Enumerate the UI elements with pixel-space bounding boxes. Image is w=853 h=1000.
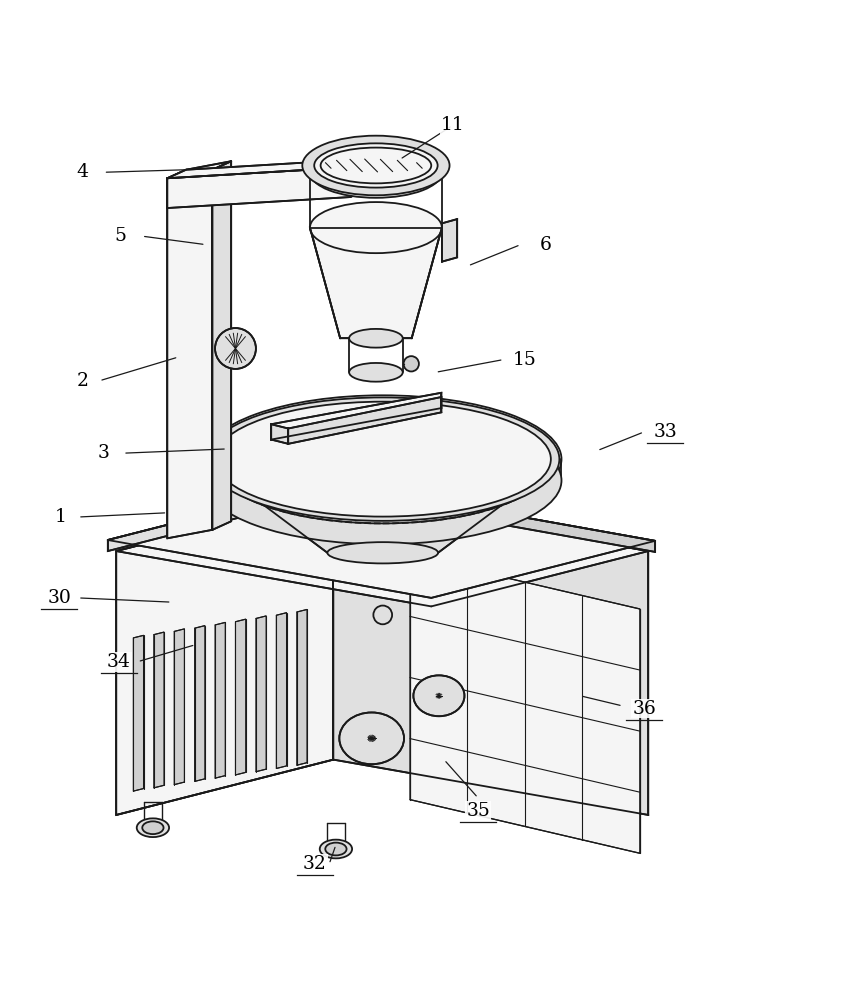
Ellipse shape: [142, 821, 164, 834]
Text: 30: 30: [47, 589, 71, 607]
Text: 34: 34: [107, 653, 131, 671]
Polygon shape: [409, 555, 639, 853]
Ellipse shape: [204, 417, 560, 544]
Polygon shape: [167, 170, 212, 538]
Text: 36: 36: [631, 700, 655, 718]
Ellipse shape: [413, 675, 464, 716]
Ellipse shape: [349, 363, 403, 382]
Polygon shape: [350, 159, 368, 197]
Text: 6: 6: [540, 236, 551, 254]
Text: 1: 1: [55, 508, 67, 526]
Polygon shape: [235, 619, 246, 775]
Polygon shape: [167, 161, 231, 178]
Polygon shape: [116, 496, 647, 606]
Polygon shape: [133, 635, 143, 791]
Ellipse shape: [403, 356, 419, 371]
Ellipse shape: [302, 136, 449, 195]
Polygon shape: [441, 219, 456, 262]
Polygon shape: [215, 622, 225, 778]
Text: 2: 2: [76, 372, 88, 390]
Text: 4: 4: [76, 163, 88, 181]
Polygon shape: [174, 629, 184, 785]
Polygon shape: [271, 393, 441, 440]
Text: 32: 32: [302, 855, 326, 873]
Ellipse shape: [310, 147, 441, 198]
Polygon shape: [212, 161, 231, 530]
Polygon shape: [167, 159, 368, 178]
Text: 35: 35: [466, 802, 490, 820]
Text: 3: 3: [97, 444, 109, 462]
Polygon shape: [271, 424, 288, 444]
Ellipse shape: [325, 843, 346, 855]
Text: 5: 5: [114, 227, 126, 245]
Polygon shape: [194, 626, 205, 781]
Ellipse shape: [215, 328, 256, 369]
Polygon shape: [288, 397, 441, 444]
Ellipse shape: [310, 202, 441, 253]
Polygon shape: [154, 632, 164, 788]
Polygon shape: [296, 609, 306, 765]
Polygon shape: [116, 496, 333, 815]
Ellipse shape: [214, 402, 550, 517]
Polygon shape: [331, 483, 654, 552]
Text: 15: 15: [513, 351, 537, 369]
Polygon shape: [310, 228, 441, 338]
Polygon shape: [107, 483, 331, 551]
Ellipse shape: [206, 397, 559, 521]
Ellipse shape: [339, 712, 403, 764]
Ellipse shape: [349, 329, 403, 348]
Text: 11: 11: [440, 116, 464, 134]
Ellipse shape: [204, 395, 560, 523]
Polygon shape: [230, 480, 534, 553]
Ellipse shape: [136, 818, 169, 837]
Ellipse shape: [319, 840, 351, 858]
Polygon shape: [167, 167, 350, 208]
Text: 33: 33: [653, 423, 676, 441]
Ellipse shape: [327, 542, 438, 563]
Polygon shape: [276, 613, 287, 768]
Polygon shape: [333, 496, 647, 815]
Polygon shape: [256, 616, 266, 772]
Polygon shape: [107, 483, 654, 598]
Ellipse shape: [314, 143, 437, 188]
